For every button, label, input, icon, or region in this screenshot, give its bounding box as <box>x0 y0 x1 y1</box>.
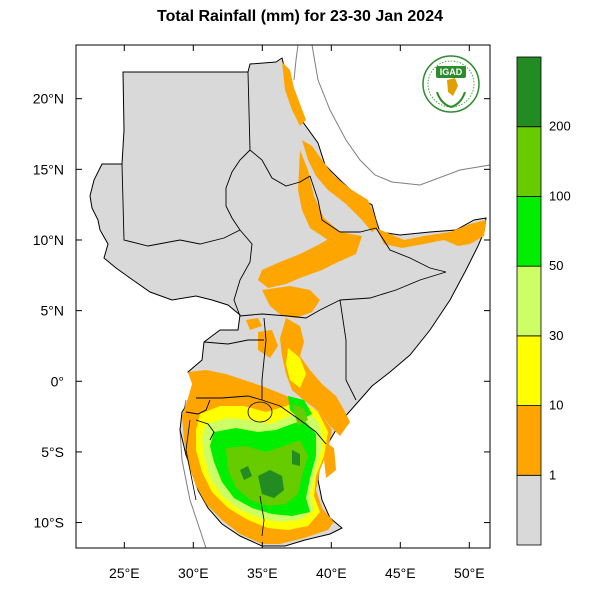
colorbar-bin <box>516 126 542 197</box>
longitude-axis: 25°E 30°E 35°E 40°E 45°E 50°E <box>109 45 485 581</box>
colorbar-bin <box>516 265 542 337</box>
lat-tick-label: 15°N <box>33 161 64 177</box>
lon-tick-label: 30°E <box>178 565 209 581</box>
colorbar-label: 10 <box>549 398 563 413</box>
lon-tick-label: 35°E <box>247 565 278 581</box>
colorbar-label: 1 <box>549 467 556 482</box>
map-frame <box>75 44 491 549</box>
lat-tick-label: 5°N <box>41 303 65 319</box>
lat-tick-label: 0° <box>51 373 64 389</box>
lon-tick-label: 50°E <box>454 565 485 581</box>
colorbar-bin <box>516 335 542 406</box>
colorbar-bin <box>516 56 542 128</box>
lon-tick-label: 40°E <box>316 565 347 581</box>
igad-logo-text: IGAD <box>440 67 463 77</box>
lon-tick-label: 25°E <box>109 565 140 581</box>
colorbar-label: 200 <box>549 119 571 134</box>
lat-tick-label: 20°N <box>33 91 64 107</box>
lat-tick-label: 10°N <box>33 232 64 248</box>
lat-tick-label: 5°S <box>41 444 64 460</box>
lon-tick-label: 45°E <box>385 565 416 581</box>
colorbar-bin <box>516 405 542 476</box>
colorbar-label: 50 <box>549 258 563 273</box>
colorbar-label: 30 <box>549 328 563 343</box>
colorbar-bin <box>516 474 542 546</box>
lat-tick-label: 10°S <box>33 515 64 531</box>
lakes <box>185 401 273 537</box>
map-title: Total Rainfall (mm) for 23-30 Jan 2024 <box>156 8 443 25</box>
colorbar-bin <box>516 196 542 267</box>
latitude-axis: 20°N 15°N 10°N 5°N 0° 5°S 10°S <box>33 91 490 531</box>
colorbar-label: 100 <box>549 188 571 203</box>
rain-layer-200plus-mm <box>240 450 300 498</box>
igad-logo: IGAD <box>422 55 480 113</box>
colorbar: 1 10 30 50 100 200 <box>516 56 571 546</box>
national-borders <box>121 71 447 445</box>
